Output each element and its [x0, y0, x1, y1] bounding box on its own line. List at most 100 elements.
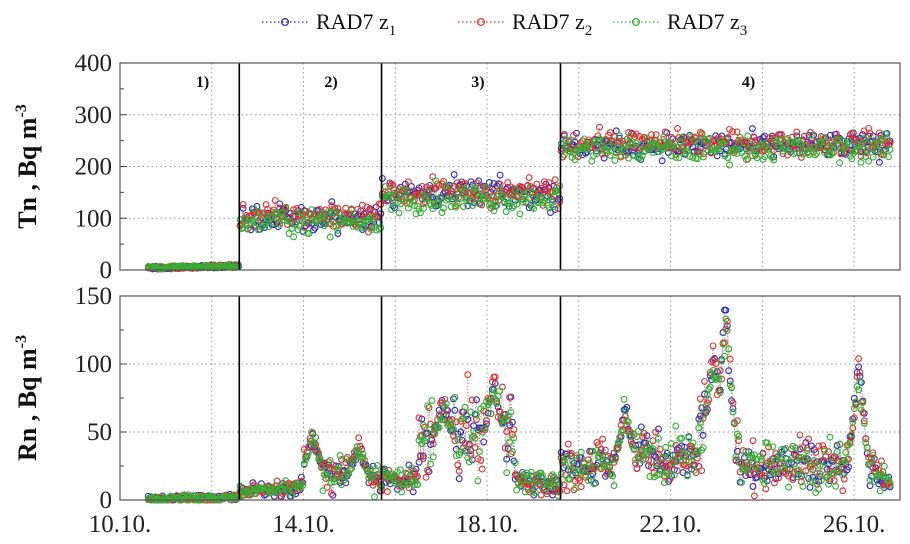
data-point: [836, 440, 844, 448]
data-point: [457, 448, 465, 456]
data-point: [473, 416, 480, 423]
data-point: [427, 201, 435, 209]
data-point: [755, 147, 762, 155]
data-point: [256, 208, 264, 216]
data-point: [629, 140, 637, 148]
data-point: [860, 419, 868, 427]
data-point: [355, 434, 363, 442]
data-point: [481, 424, 489, 432]
data-point: [566, 475, 574, 483]
data-point: [701, 390, 708, 398]
data-point: [688, 458, 696, 465]
data-point: [496, 180, 504, 188]
data-point: [609, 472, 617, 480]
data-point: [886, 481, 894, 489]
data-point: [706, 383, 714, 391]
data-point: [623, 417, 631, 425]
data-point: [640, 148, 648, 156]
data-point: [525, 174, 533, 182]
data-point: [721, 339, 728, 347]
data-point: [763, 439, 771, 447]
data-point: [297, 480, 305, 488]
data-point: [878, 457, 885, 465]
data-point: [511, 459, 519, 467]
data-point: [493, 400, 501, 407]
data-point: [373, 461, 381, 469]
data-point: [462, 446, 470, 454]
data-point: [823, 473, 831, 481]
data-point: [766, 469, 774, 477]
data-point: [408, 464, 416, 472]
data-point: [698, 131, 706, 139]
data-point: [398, 488, 406, 496]
data-point: [401, 185, 409, 193]
data-point: [805, 474, 813, 482]
data-point: [830, 469, 838, 477]
data-point: [779, 464, 787, 472]
y-axis-title: Tn , Bq m-3: [13, 104, 42, 229]
legend-label: RAD7 z1: [316, 9, 396, 39]
data-point: [450, 193, 458, 201]
data-point: [499, 192, 507, 199]
data-point: [732, 453, 740, 461]
series-line: [147, 309, 891, 501]
data-point: [471, 444, 479, 451]
data-point: [461, 439, 469, 447]
data-point: [318, 463, 325, 470]
data-point: [846, 440, 854, 448]
data-point: [811, 151, 819, 159]
data-point: [402, 469, 410, 477]
data-point: [687, 133, 695, 141]
data-point: [653, 471, 661, 479]
data-point: [788, 133, 796, 141]
data-point: [822, 471, 830, 479]
legend-label: RAD7 z2: [512, 9, 592, 39]
data-point: [741, 152, 749, 160]
data-point: [770, 479, 778, 487]
data-point: [680, 142, 688, 150]
data-point: [523, 469, 531, 477]
data-point: [780, 446, 788, 454]
data-point: [725, 345, 733, 353]
data-point: [663, 469, 671, 477]
data-point: [471, 434, 479, 442]
data-point: [290, 233, 298, 241]
data-point: [516, 210, 524, 218]
data-point: [782, 444, 790, 452]
x-tick-label: 10.10.: [89, 511, 152, 538]
data-point: [451, 406, 459, 414]
data-point: [570, 460, 578, 467]
data-point: [369, 481, 377, 489]
data-point: [863, 149, 871, 157]
data-point: [450, 395, 457, 403]
data-point: [816, 462, 824, 470]
data-point: [539, 484, 546, 492]
data-point: [510, 434, 518, 442]
data-point: [852, 401, 860, 409]
data-point: [507, 408, 515, 416]
data-point: [454, 436, 462, 443]
data-point: [447, 418, 455, 426]
data-point: [660, 479, 668, 487]
data-point: [830, 141, 837, 149]
data-point: [365, 216, 372, 224]
data-point: [484, 192, 492, 200]
data-point: [415, 191, 423, 199]
data-point: [640, 443, 648, 451]
data-point: [326, 233, 334, 241]
data-point: [825, 448, 832, 456]
data-point: [473, 189, 481, 197]
data-point: [862, 148, 870, 156]
data-point: [735, 432, 743, 440]
data-point: [307, 428, 315, 436]
data-point: [747, 140, 755, 148]
data-point: [265, 223, 273, 231]
data-point: [545, 179, 553, 187]
data-point: [419, 421, 427, 429]
data-point: [303, 453, 311, 461]
data-point: [870, 477, 878, 485]
data-point: [167, 262, 175, 270]
data-point: [305, 230, 313, 238]
data-point: [483, 417, 490, 425]
